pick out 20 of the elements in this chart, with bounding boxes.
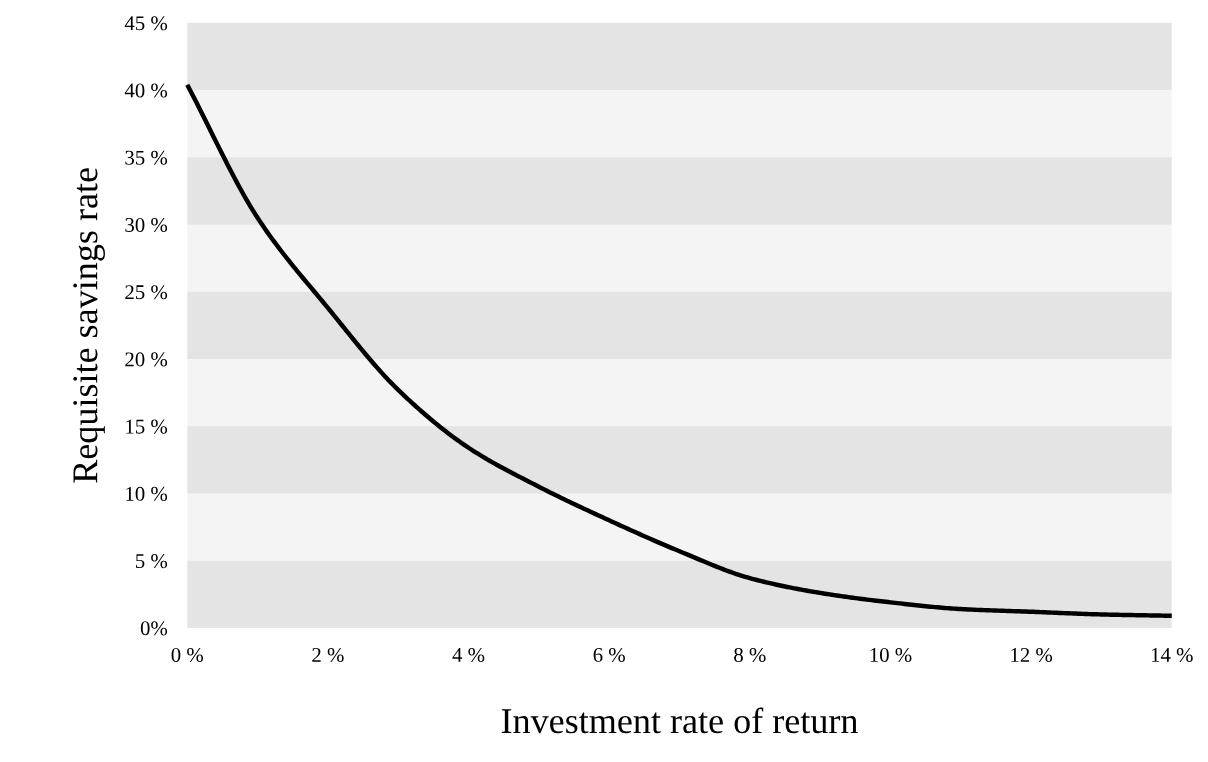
y-tick-label: 25 %: [125, 285, 168, 300]
y-tick-label: 0%: [140, 621, 168, 636]
x-tick-label: 6 %: [593, 647, 625, 663]
x-tick-label: 0 %: [171, 647, 204, 663]
x-tick-label: 2 %: [312, 647, 344, 663]
y-tick-label: 10 %: [126, 486, 168, 501]
x-tick-label: 8 %: [734, 647, 766, 663]
y-axis-title: Requisite savings rate: [73, 168, 105, 483]
y-tick-label: 15 %: [126, 419, 168, 434]
y-tick-label: 35 %: [125, 150, 168, 165]
y-tick-label: 20 %: [125, 352, 168, 367]
x-tick-label: 10 %: [870, 647, 912, 663]
x-tick-label: 12 %: [1011, 647, 1053, 663]
y-tick-label: 45 %: [124, 16, 168, 31]
y-tick-label: 30 %: [125, 217, 168, 233]
y-tick-label: 5 %: [136, 554, 168, 569]
y-tick-label: 40 %: [124, 83, 168, 98]
x-axis-title: Investment rate of return: [501, 707, 858, 734]
x-tick-label: 14 %: [1151, 647, 1193, 663]
x-tick-label: 4 %: [452, 647, 485, 663]
